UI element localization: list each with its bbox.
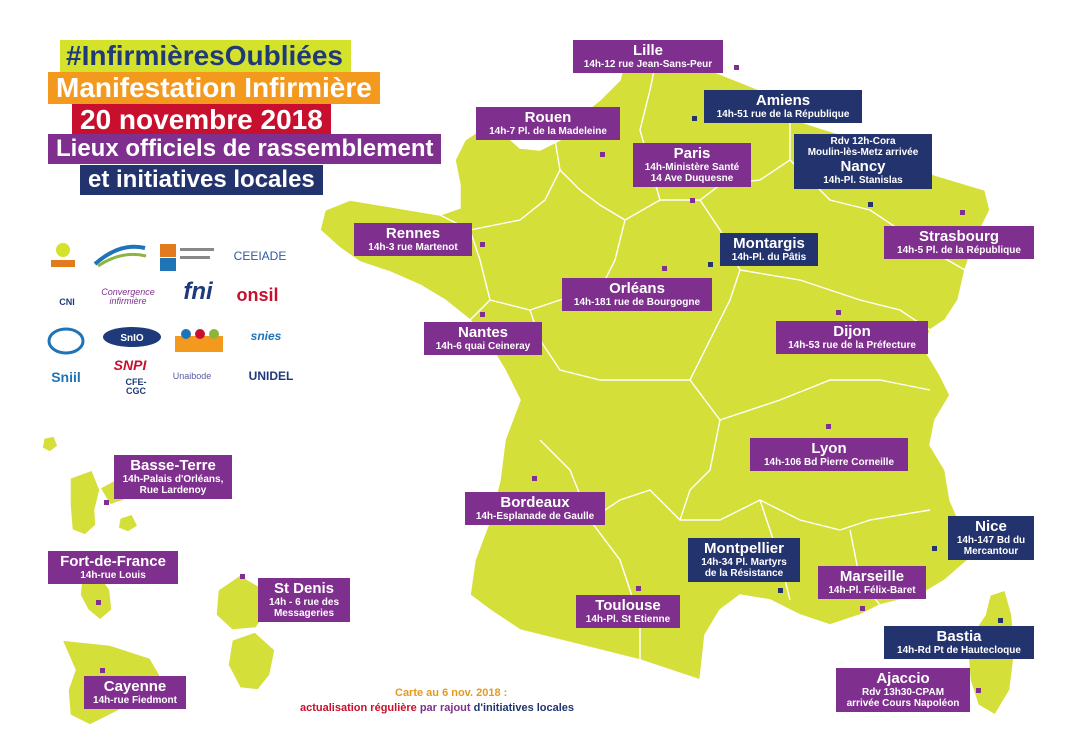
label-dijon: Dijon 14h-53 rue de la Préfecture [776,321,928,354]
label-nancy: Rdv 12h-Cora Moulin-lès-Metz arrivée Nancy… [794,134,932,189]
anfiide-logo [160,242,215,272]
label-montpellier: Montpellier 14h-34 Pl. Martyrs de la Résis… [688,538,800,582]
label-cayenne: Cayenne 14h-rue Fiedmont [84,676,186,709]
label-lyon: Lyon 14h-106 Bd Pierre Corneille [750,438,908,471]
footer-part3: d'initiatives locales [473,702,575,714]
label-paris: Paris 14h-Ministère Santé 14 Ave Duquesne [633,143,751,187]
sniil-logo: Sniil [51,369,81,385]
label-rouen: Rouen 14h-7 Pl. de la Madeleine [476,107,620,140]
label-ajaccio: Ajaccio Rdv 13h30-CPAM arrivée Cours Napol… [836,668,970,712]
label-strasbourg: Strasbourg 14h-5 Pl. de la République [884,226,1034,259]
cfe-cgc-logo: CFE-CGC [125,377,147,396]
label-rennes: Rennes 14h-3 rue Martenot [354,223,472,256]
footer-date: Carte au 6 nov. 2018 : [395,687,508,699]
label-marseille: Marseille 14h-Pl. Félix-Baret [818,566,926,599]
lines-logo [90,242,150,270]
cni-logo: CNI [59,297,75,307]
label-nantes: Nantes 14h-6 quai Ceineray [424,322,542,355]
snio-logo: SnIO [102,326,162,348]
unaibode-logo: Unaibode [172,371,212,381]
snics-logo [172,328,226,354]
subtitle-line2: et initiatives locales [80,165,323,195]
label-basse-terre: Basse-Terre 14h-Palais d'Orléans, Rue Lard… [114,455,232,499]
label-st-denis: St Denis 14h - 6 rue des Messageries [258,578,350,622]
guadeloupe [69,469,101,536]
event-banner: Manifestation Infirmière [48,72,380,104]
snies-logo: snies [250,329,282,343]
label-nice: Nice 14h-147 Bd du Mercantour [948,516,1034,560]
fni-logo: fni [183,278,213,305]
label-orleans: Orléans 14h-181 rue de Bourgogne [562,278,712,311]
date-banner: 20 novembre 2018 [72,104,331,136]
snpi-logo: SNPI [113,357,147,373]
label-bordeaux: Bordeaux 14h-Esplanade de Gaulle [465,492,605,525]
footer-part2: par rajout [416,702,474,714]
hashtag-banner: #InfirmièresOubliées [60,40,352,72]
label-lille: Lille 14h-12 rue Jean-Sans-Peur [573,40,723,73]
convergence-logo: Convergence infirmière [101,287,155,306]
svg-text:SnIO: SnIO [120,333,144,344]
afdn-logo [48,240,78,270]
onsil-logo: onsil [236,285,279,305]
label-fort-de-france: Fort-de-France 14h-rue Louis [48,551,178,584]
label-bastia: Bastia 14h-Rd Pt de Hautecloque [884,626,1034,659]
label-montargis: Montargis 14h-Pl. du Pâtis [720,233,818,266]
subtitle-line1: Lieux officiels de rassemblement [48,134,442,164]
footer-note: actualisation régulière par rajout d'ini… [300,702,574,714]
ceeiade-logo: CEEIADE [233,249,287,263]
blue-circle-logo [46,326,86,356]
footer-part1: actualisation régulière [300,702,417,714]
label-amiens: Amiens 14h-51 rue de la République [704,90,862,123]
label-toulouse: Toulouse 14h-Pl. St Etienne [576,595,680,628]
unidel-logo: UNIDEL [248,369,294,383]
